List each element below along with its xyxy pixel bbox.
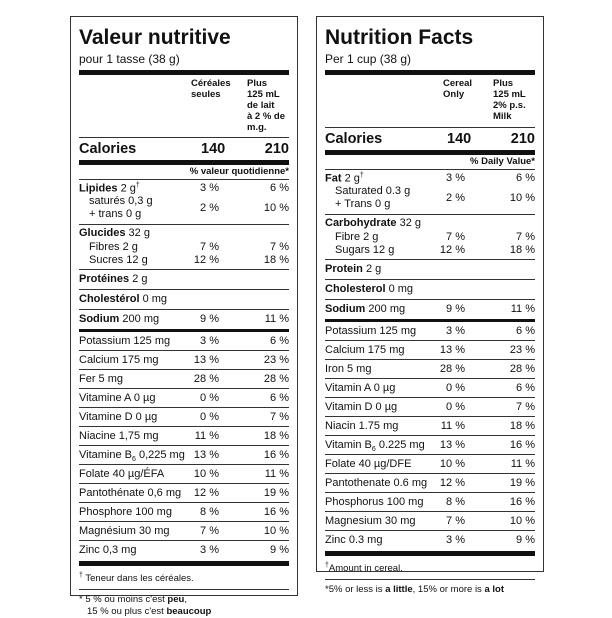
list-item: Vitamine A 0 µg 0 % 6 % bbox=[79, 389, 289, 408]
column-header-milk: Plus 125 mL de lait à 2 % de m.g. bbox=[247, 78, 286, 133]
list-item: Fer 5 mg 28 % 28 % bbox=[79, 370, 289, 389]
list-item: Phosphore 100 mg 8 % 16 % bbox=[79, 503, 289, 522]
nutrition-panel-french: Valeur nutritive pour 1 tasse (38 g) Cér… bbox=[70, 16, 298, 617]
column-header-milk: Plus 125 mL 2% p.s. Milk bbox=[493, 78, 526, 122]
list-item: Phosphorus 100 mg 8 % 16 % bbox=[325, 493, 535, 512]
daily-value-header: % Daily Value* bbox=[325, 155, 535, 170]
list-item: Folate 40 µg/DFE 10 % 11 % bbox=[325, 455, 535, 474]
footnote-divider bbox=[79, 561, 289, 566]
serving-size: Per 1 cup (38 g) bbox=[325, 52, 412, 66]
vitamins-minerals: Potassium 125 mg 3 % 6 % Calcium 175 mg 13 … bbox=[79, 332, 289, 559]
list-item: Vitamin D 0 µg 0 % 7 % bbox=[325, 398, 535, 417]
list-item: Niacin 1.75 mg 11 % 18 % bbox=[325, 417, 535, 436]
calories-cereal: 140 bbox=[201, 141, 226, 157]
sodium-row: Sodium 200 mg 9 % 11 % bbox=[325, 300, 535, 322]
fat-group: Lipides 2 g† 3 % 6 % saturés 0,3 g + tra… bbox=[79, 180, 289, 225]
list-item: Potassium 125 mg 3 % 6 % bbox=[79, 332, 289, 351]
cholesterol-row: Cholesterol 0 mg bbox=[325, 280, 535, 300]
list-item: Folate 40 µg/ÉFA 10 % 11 % bbox=[79, 465, 289, 484]
calories-milk: 210 bbox=[510, 131, 535, 147]
carbohydrate-group: Glucides 32 g Fibres 2 g 7 % 7 % Sucres … bbox=[79, 225, 289, 270]
panel-title: Valeur nutritive bbox=[79, 26, 231, 49]
list-item: Pantothenate 0.6 mg 12 % 19 % bbox=[325, 474, 535, 493]
list-item: Potassium 125 mg 3 % 6 % bbox=[325, 322, 535, 341]
column-header-cereal: Céréales seules bbox=[191, 78, 231, 100]
list-item: Pantothénate 0,6 mg 12 % 19 % bbox=[79, 484, 289, 503]
sodium-row: Sodium 200 mg 9 % 11 % bbox=[79, 310, 289, 332]
list-item: Vitamine B6 0,225 mg 13 % 16 % bbox=[79, 446, 289, 465]
daily-value-header: % valeur quotidienne* bbox=[79, 165, 289, 180]
footnote-amount: †Amount in cereal. bbox=[325, 562, 403, 575]
footnote-daily-value: * 5 % ou moins c'est peu, 15 % ou plus c… bbox=[79, 594, 212, 618]
footnote-divider bbox=[325, 551, 535, 556]
list-item: Vitamin A 0 µg 0 % 6 % bbox=[325, 379, 535, 398]
calories-cereal: 140 bbox=[447, 131, 472, 147]
calories-label: Calories bbox=[325, 131, 383, 147]
list-item: Magnésium 30 mg 7 % 10 % bbox=[79, 522, 289, 541]
column-header: Cereal Only Plus 125 mL 2% p.s. Milk bbox=[325, 70, 535, 127]
serving-size: pour 1 tasse (38 g) bbox=[79, 52, 180, 66]
protein-row: Protéines 2 g bbox=[79, 270, 289, 290]
calories-label: Calories bbox=[79, 141, 137, 157]
list-item: Calcium 175 mg 13 % 23 % bbox=[325, 341, 535, 360]
calories-row: Calories 140 210 bbox=[325, 127, 535, 155]
nutrition-panel-english: Nutrition Facts Per 1 cup (38 g) Cereal O… bbox=[316, 16, 544, 595]
list-item: Vitamine D 0 µg 0 % 7 % bbox=[79, 408, 289, 427]
cholesterol-row: Cholestérol 0 mg bbox=[79, 290, 289, 310]
vitamins-minerals: Potassium 125 mg 3 % 6 % Calcium 175 mg 13 … bbox=[325, 322, 535, 549]
calories-milk: 210 bbox=[264, 141, 289, 157]
list-item: Vitamin B6 0.225 mg 13 % 16 % bbox=[325, 436, 535, 455]
list-item: Niacine 1,75 mg 11 % 18 % bbox=[79, 427, 289, 446]
calories-row: Calories 140 210 bbox=[79, 137, 289, 165]
carbohydrate-group: Carbohydrate 32 g Fibre 2 g 7 % 7 % Suga… bbox=[325, 215, 535, 260]
list-item: Zinc 0.3 mg 3 % 9 % bbox=[325, 534, 535, 546]
footnote-amount: † Teneur dans les céréales. bbox=[79, 572, 194, 585]
protein-row: Protein 2 g bbox=[325, 260, 535, 280]
fat-group: Fat 2 g† 3 % 6 % Saturated 0.3 g + Trans… bbox=[325, 170, 535, 215]
list-item: Magnesium 30 mg 7 % 10 % bbox=[325, 512, 535, 531]
column-header: Céréales seules Plus 125 mL de lait à 2 % de… bbox=[79, 70, 289, 137]
list-item: Calcium 175 mg 13 % 23 % bbox=[79, 351, 289, 370]
footnote-daily-value: *5% or less is a little, 15% or more is … bbox=[325, 584, 504, 596]
column-header-cereal: Cereal Only bbox=[443, 78, 473, 100]
panel-title: Nutrition Facts bbox=[325, 26, 474, 49]
list-item: Zinc 0,3 mg 3 % 9 % bbox=[79, 544, 289, 556]
list-item: Iron 5 mg 28 % 28 % bbox=[325, 360, 535, 379]
